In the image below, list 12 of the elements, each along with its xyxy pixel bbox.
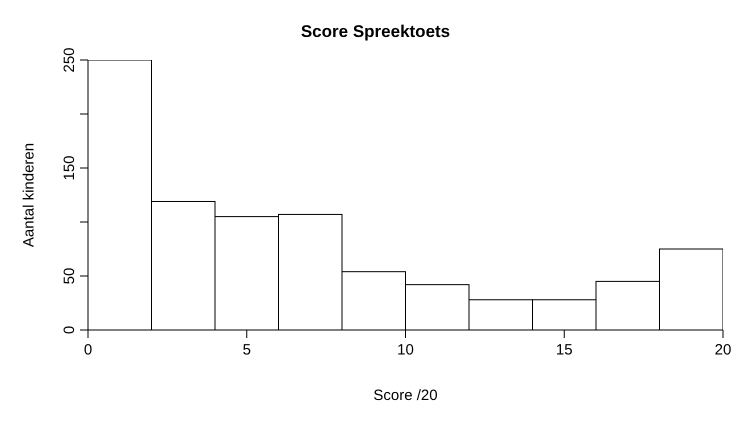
y-tick-label: 150 xyxy=(61,155,78,181)
y-tick-label: 250 xyxy=(61,47,78,73)
chart-title: Score Spreektoets xyxy=(300,22,452,42)
x-tick-label: 5 xyxy=(242,342,251,359)
y-axis-title: Aantal kinderen xyxy=(20,142,38,248)
x-tick-label: 0 xyxy=(84,342,92,359)
y-tick-label: 50 xyxy=(61,268,78,284)
x-tick-label: 15 xyxy=(556,342,573,359)
x-tick-label: 20 xyxy=(714,342,732,359)
y-tick-label: 0 xyxy=(61,326,78,334)
x-tick-label: 10 xyxy=(397,342,414,359)
x-axis-title: Score /20 xyxy=(373,387,438,404)
